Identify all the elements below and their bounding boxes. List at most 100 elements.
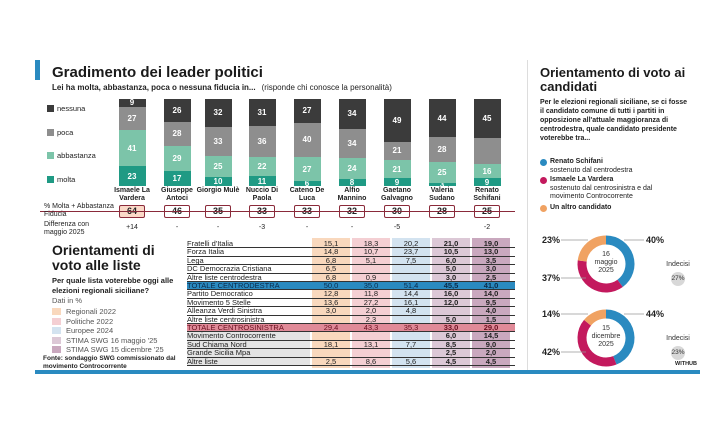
table-row: Movimento 5 Stelle 13,6 27,2 16,1 12,0 9,5 — [187, 297, 515, 308]
column-bg — [432, 238, 470, 368]
bar-segment-nessuna: 45 — [473, 99, 501, 139]
bar-segment-molta: 6 — [293, 179, 321, 188]
cell-value: 16,1 — [403, 297, 419, 307]
segment-value: 26 — [172, 105, 182, 115]
candidate-name: Ismaele La Vardera — [550, 176, 614, 183]
cell-value: 3,0 — [485, 264, 497, 274]
segment-value: 24 — [347, 164, 357, 174]
candidate-name: Renato Schifani — [473, 187, 501, 202]
table-row: Sud Chiama Nord 18,1 13,1 7,7 8,5 9,0 — [187, 339, 515, 350]
candidate-desc: sostenuto dal centrosinistra e dal movim… — [550, 184, 653, 201]
segment-value: 44 — [437, 113, 447, 123]
row-label: Lega — [187, 255, 204, 265]
legend-series-4: STIMA SWG 15 dicembre '25 — [52, 345, 164, 354]
legend-swatch — [52, 308, 61, 315]
segment-value: 40 — [302, 135, 312, 145]
table-row: Grande Sicilia Mpa 2,5 2,0 — [187, 348, 515, 358]
segment-value: 33 — [213, 136, 223, 146]
cell-value: 33,0 — [443, 323, 459, 332]
bar-2: 10 25 33 32 — [204, 99, 232, 187]
segment-value: 10 — [213, 177, 223, 187]
legend-series-2: Europee 2024 — [52, 326, 113, 335]
cell-value: 35,3 — [403, 323, 419, 332]
cell-value: 18,1 — [323, 339, 339, 349]
bar-segment-abbastanza: 16 — [473, 164, 501, 179]
legend-label: nessuna — [57, 104, 86, 113]
label-bg — [187, 349, 310, 357]
candidate-name: Cateno De Luca — [289, 187, 325, 202]
date-line: 2025 — [598, 267, 614, 274]
cell-value: 11,8 — [363, 289, 379, 299]
legend-swatch — [47, 152, 54, 159]
lists-unit: Dati in % — [52, 296, 83, 305]
table-row: Lega 6,8 5,1 7,5 6,0 3,5 — [187, 255, 515, 266]
bar-segment-molta: 10 — [204, 177, 232, 187]
row-label: TOTALE CENTRODESTRA — [187, 281, 280, 290]
segment-value: 25 — [213, 161, 223, 171]
cell-value: 29,4 — [323, 323, 339, 332]
cell-value: 5,0 — [445, 264, 457, 274]
cell-value: 6,5 — [325, 264, 337, 274]
cell-value: 2,0 — [485, 348, 497, 358]
row-label: Fratelli d'Italia — [187, 239, 234, 248]
divider — [527, 60, 528, 370]
bar-segment-nessuna: 9 — [118, 98, 146, 107]
diff-value: -5 — [393, 224, 401, 231]
cell-value: 43,3 — [363, 323, 379, 332]
legend-label: STIMA SWG 15 dicembre '25 — [66, 345, 164, 354]
column-bg — [472, 238, 510, 368]
undecided-value: 23% — [671, 349, 685, 356]
bar-segment-nessuna: 49 — [383, 99, 411, 142]
cell-value: 50,0 — [323, 281, 339, 290]
legend-swatch — [47, 175, 54, 183]
bar-segment-abbastanza: 41 — [118, 130, 146, 166]
donut-slice-ismaele-la-vardera — [577, 260, 623, 293]
bar-0: 23 41 27 9 — [118, 98, 146, 186]
cell-value: 20,2 — [403, 239, 419, 248]
donut-slice-renato-schifani — [605, 235, 635, 288]
lists-source: Fonte: sondaggio SWG commissionato dal m… — [43, 355, 176, 370]
cell-value: 2,5 — [445, 348, 457, 358]
bar-segment-poca: 21 — [383, 141, 411, 160]
cell-value: 4,5 — [485, 356, 497, 366]
bar-segment-molta: 11 — [248, 176, 276, 186]
accent-bar — [35, 60, 40, 80]
cell-value: 12,0 — [443, 297, 459, 307]
label-bg — [187, 340, 310, 349]
table-row: TOTALE CENTROSINISTRA 29,4 43,3 35,3 33,0 29,… — [187, 323, 515, 333]
segment-value: 29 — [172, 154, 182, 164]
table-row: Movimento Controcorrente 6,0 14,5 — [187, 331, 515, 341]
candidate-legend-1: Ismaele La Vardera sostenuto dal centrosi… — [540, 176, 680, 202]
undecided-label: Indecisi — [666, 261, 690, 268]
date-line: 16 — [602, 251, 610, 258]
cell-value: 0,9 — [365, 272, 377, 282]
cell-value: 5,0 — [445, 314, 457, 324]
bottom-bar — [35, 370, 700, 374]
bar-segment-molta: 8 — [338, 178, 366, 188]
segment-value: 23 — [127, 171, 137, 181]
date-line: 15 — [602, 325, 610, 332]
bar-segment-poca: 28 — [163, 121, 191, 146]
diff-value: - — [305, 224, 309, 231]
lists-title: Orientamenti di voto alle liste — [52, 242, 155, 273]
bar-segment-poca: 34 — [338, 128, 366, 159]
legend-label: STIMA SWG 16 maggio '25 — [66, 335, 158, 345]
bar-segment-abbastanza: 22 — [248, 157, 276, 177]
bar-segment-abbastanza: 25 — [428, 161, 456, 184]
segment-value: 25 — [437, 168, 447, 178]
row-label: DC Democrazia Cristiana — [187, 264, 272, 274]
row-label: Movimento Controcorrente — [187, 331, 276, 341]
column-bg — [392, 238, 430, 368]
diff-value: -3 — [258, 224, 266, 231]
cell-value: 41,0 — [483, 281, 499, 290]
legend-swatch — [47, 128, 54, 136]
diff-value: +14 — [126, 224, 138, 231]
legend-label: Europee 2024 — [66, 326, 114, 335]
cell-value: 3,5 — [485, 255, 497, 265]
cell-value: 6,0 — [445, 255, 457, 265]
segment-value: 8 — [349, 178, 355, 188]
donut-date: 15 dicembre 2025 — [586, 325, 626, 349]
pct-lavardera: 42% — [542, 347, 561, 357]
legend-swatch — [52, 336, 61, 344]
